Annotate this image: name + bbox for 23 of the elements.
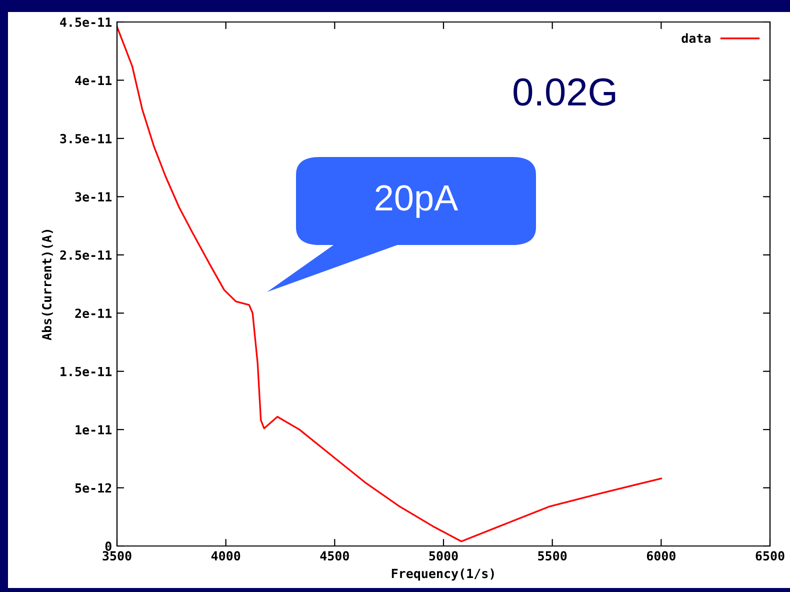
legend-label: data bbox=[682, 33, 710, 43]
y-tick-label: 2.5e-11 bbox=[60, 250, 112, 260]
x-tick-label: 3500 bbox=[102, 551, 132, 561]
annotation: 20pA bbox=[376, 185, 458, 218]
annotation: 0.02G bbox=[514, 78, 616, 106]
x-tick-label: 5500 bbox=[538, 551, 567, 561]
x-tick-label: 6500 bbox=[756, 551, 784, 561]
y-tick-label: 3e-11 bbox=[75, 192, 112, 202]
y-tick-label: 5e-12 bbox=[75, 483, 112, 493]
line-series bbox=[117, 26, 662, 542]
y-tick-label: 0 bbox=[105, 541, 112, 551]
y-tick-label: 3.5e-11 bbox=[60, 134, 112, 144]
y-tick-label: 2e-11 bbox=[75, 308, 112, 318]
y-tick-label: 4.5e-11 bbox=[60, 18, 112, 27]
y-tick-label: 4e-11 bbox=[75, 76, 112, 86]
x-tick-label: 5000 bbox=[429, 551, 458, 561]
x-axis-title: Frequency(1/s) bbox=[392, 568, 494, 581]
y-tick-label: 1e-11 bbox=[76, 425, 112, 434]
x-tick-label: 6000 bbox=[646, 551, 676, 561]
y-tick-label: 1.5e-11 bbox=[60, 366, 112, 376]
y-axis-title: Abs(Current)(A) bbox=[42, 230, 53, 340]
x-tick-label: 4500 bbox=[320, 551, 349, 561]
x-tick-label: 4000 bbox=[211, 551, 240, 561]
